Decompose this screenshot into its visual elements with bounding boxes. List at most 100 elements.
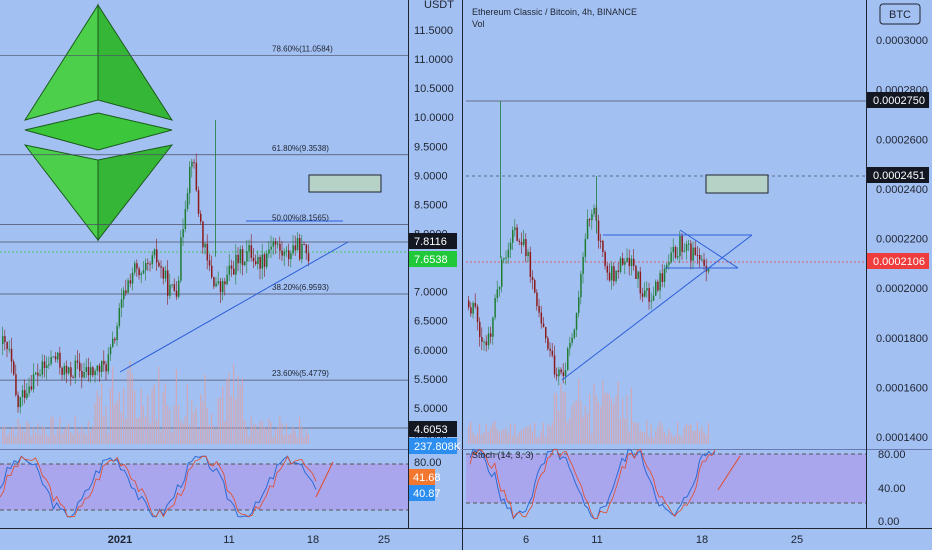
volume-bar — [127, 369, 129, 444]
candle-body — [279, 243, 281, 251]
volume-bar — [523, 428, 525, 444]
volume-bar — [72, 434, 74, 444]
candle-body — [641, 293, 644, 297]
price-tick-label: 8.5000 — [414, 199, 448, 211]
volume-bar — [222, 386, 224, 444]
candle-body — [255, 261, 257, 265]
candle-body — [586, 219, 589, 240]
candle-body — [501, 259, 503, 287]
candle-body — [696, 255, 699, 257]
volume-bar — [204, 374, 206, 444]
volume-bar — [259, 421, 261, 444]
volume-bar — [180, 420, 182, 444]
candle-body — [683, 250, 686, 252]
volume-bar — [85, 434, 87, 444]
candle-body — [520, 242, 523, 245]
candle-body — [692, 247, 694, 261]
volume-bar — [468, 426, 470, 444]
volume-bar — [239, 385, 241, 444]
volume-bar — [578, 378, 580, 444]
volume-bar — [147, 394, 149, 444]
candle-body — [138, 268, 140, 276]
price-tag — [409, 233, 457, 249]
candle-body — [507, 249, 510, 258]
volume-bar — [633, 421, 635, 444]
stoch-projection — [315, 461, 334, 498]
volume-bar — [15, 436, 17, 444]
candle-body — [140, 273, 143, 276]
candle-body — [516, 227, 518, 241]
volume-bar — [604, 393, 606, 444]
volume-bar — [235, 398, 237, 444]
candle-body — [228, 265, 231, 275]
volume-bar — [666, 435, 668, 444]
volume-bar — [496, 428, 498, 444]
volume-bar — [285, 423, 287, 444]
volume-bar — [219, 397, 221, 444]
volume-bar — [197, 428, 199, 444]
currency-button[interactable] — [879, 3, 921, 25]
price-tag-label: 0.0002750 — [873, 95, 925, 107]
volume-bar — [19, 425, 21, 444]
volume-bar — [290, 433, 292, 444]
volume-bar — [274, 429, 276, 444]
volume-bar — [186, 384, 188, 444]
candle-body — [556, 374, 558, 377]
volume-bar — [677, 421, 679, 444]
candle-body — [109, 346, 112, 355]
candle-body — [226, 274, 228, 285]
candle-body — [670, 252, 672, 263]
price-tag-label: 237.808K — [414, 441, 462, 453]
candle-body — [567, 348, 569, 370]
candle-body — [646, 288, 648, 291]
volume-bar — [244, 419, 246, 444]
candle-body — [59, 352, 61, 368]
candle-body — [13, 361, 15, 375]
volume-bar — [109, 388, 111, 444]
price-tick-label: 9.5000 — [414, 141, 448, 153]
candle-body — [222, 281, 224, 293]
volume-bar — [138, 417, 140, 444]
time-label: 11 — [223, 534, 234, 546]
candle-body — [32, 374, 35, 390]
candle-body — [134, 263, 136, 273]
candle-body — [512, 230, 514, 243]
volume-bar — [538, 436, 540, 444]
volume-bar — [531, 431, 533, 444]
candle-body — [703, 259, 705, 266]
price-tick-label: 0.0002200 — [876, 234, 928, 246]
candle-body — [37, 372, 39, 376]
volume-bar — [41, 425, 43, 444]
volume-bar — [483, 432, 485, 444]
volume-bar — [630, 387, 632, 444]
volume-bar — [206, 407, 208, 444]
fib-label: 61.80%(9.3538) — [272, 144, 329, 153]
candle-body — [274, 241, 277, 245]
volume-bar — [534, 422, 536, 444]
volume-bar — [562, 391, 564, 444]
volume-bar — [582, 416, 584, 444]
candle-body — [534, 280, 536, 293]
candle-body — [151, 255, 154, 264]
volume-bar — [668, 428, 670, 444]
stoch-tick-label: 80.00 — [878, 449, 906, 461]
volume-bar — [558, 410, 560, 444]
trendline — [561, 234, 753, 381]
volume-bar — [613, 403, 615, 444]
price-tick-label: 0.0001800 — [876, 333, 928, 345]
candle-body — [650, 300, 653, 302]
price-tag-label: 0.0002451 — [873, 170, 925, 182]
volume-bar — [96, 390, 98, 444]
volume-bar — [474, 436, 476, 444]
volume-bar — [182, 423, 184, 444]
volume-bar — [674, 435, 676, 444]
volume-bar — [250, 416, 252, 444]
candle-body — [270, 246, 272, 250]
candle-body — [252, 257, 255, 262]
volume-bar — [575, 400, 577, 444]
candle-body — [224, 281, 226, 285]
candle-body — [584, 239, 587, 257]
volume-bar — [50, 417, 52, 444]
candle-body — [536, 292, 538, 307]
volume-bar — [21, 428, 23, 444]
